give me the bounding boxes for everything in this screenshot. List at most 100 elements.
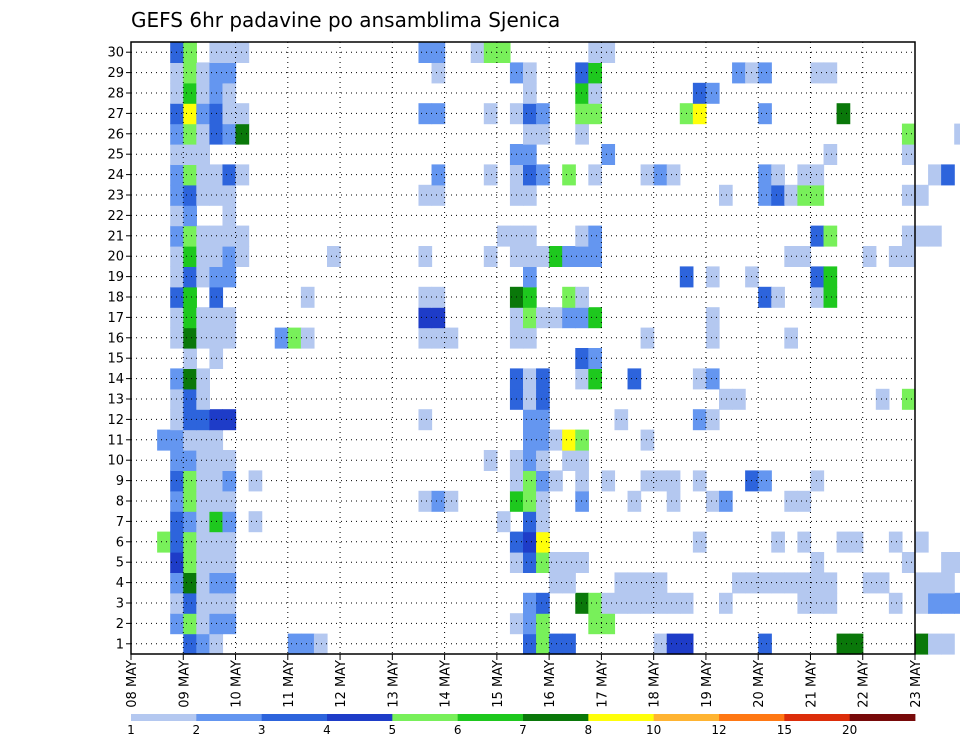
heatmap-cell [549, 470, 563, 492]
colorbar-swatch [588, 714, 655, 721]
heatmap-cell [523, 429, 537, 451]
heatmap-cell [666, 592, 681, 614]
heatmap-cell [222, 531, 237, 553]
heatmap-cell [418, 490, 433, 512]
heatmap-cell [523, 511, 537, 533]
y-tick-label: 6 [116, 535, 124, 550]
heatmap-cell [183, 592, 197, 614]
heatmap-cell [732, 388, 746, 410]
heatmap-cell [196, 62, 210, 84]
heatmap-cell [183, 103, 197, 125]
colorbar-label: 12 [711, 723, 726, 737]
x-tick-label: 11 MAY [282, 660, 297, 708]
heatmap-cell [692, 368, 707, 390]
heatmap-cell [235, 123, 250, 145]
heatmap-cell [705, 82, 720, 104]
y-tick-label: 17 [107, 311, 124, 326]
heatmap-cell [483, 103, 498, 125]
heatmap-cell [758, 184, 772, 206]
x-tick-label: 13 MAY [386, 660, 401, 708]
y-tick-label: 3 [116, 597, 124, 612]
heatmap-cell [183, 368, 197, 390]
heatmap-cell [928, 633, 942, 655]
heatmap-cell [431, 490, 446, 512]
heatmap-cell [562, 633, 576, 655]
heatmap-cell [196, 552, 210, 573]
heatmap-cell [627, 572, 642, 594]
heatmap-cell [692, 103, 707, 125]
heatmap-cell [692, 409, 707, 431]
colorbar-legend: 1 2 3 4 5 6 7 8 10 12 15 20 [127, 714, 916, 737]
heatmap-cell [588, 42, 602, 63]
heatmap-cell [588, 592, 602, 614]
heatmap-cells [157, 42, 960, 655]
colorbar-swatch [196, 714, 263, 721]
colorbar-label: 3 [258, 723, 266, 737]
heatmap-cell [183, 123, 197, 145]
heatmap-cell [222, 266, 237, 288]
heatmap-cell [536, 552, 550, 573]
heatmap-cell [523, 552, 537, 573]
heatmap-cell [915, 225, 929, 247]
heatmap-cell [719, 388, 733, 410]
heatmap-cell [588, 348, 602, 369]
heatmap-cell [183, 470, 197, 492]
heatmap-cell [536, 429, 550, 451]
heatmap-cell [888, 592, 903, 614]
heatmap-cell [196, 123, 210, 145]
heatmap-cell [170, 490, 184, 512]
heatmap-cell [549, 572, 563, 594]
heatmap-cell [183, 429, 197, 451]
heatmap-cell [183, 327, 197, 349]
heatmap-cell [170, 470, 184, 492]
heatmap-cell [170, 246, 184, 267]
heatmap-cell [705, 307, 720, 329]
heatmap-cell [810, 62, 825, 84]
heatmap-cell [196, 490, 210, 512]
heatmap-cell [810, 286, 825, 308]
heatmap-cell [823, 144, 838, 165]
heatmap-cell [222, 511, 237, 533]
heatmap-cell [549, 633, 563, 655]
heatmap-cell [196, 164, 210, 186]
heatmap-cell [640, 164, 655, 186]
heatmap-cell [653, 572, 668, 594]
heatmap-cell [562, 552, 576, 573]
heatmap-cell [523, 123, 537, 145]
heatmap-cell [692, 82, 707, 104]
heatmap-cell [797, 531, 812, 553]
heatmap-cell [183, 286, 197, 308]
heatmap-cell [588, 62, 602, 84]
y-tick-label: 18 [107, 291, 124, 306]
y-tick-label: 10 [107, 454, 124, 469]
heatmap-cell [901, 552, 916, 573]
heatmap-cell [810, 184, 825, 206]
heatmap-cell [222, 184, 237, 206]
heatmap-cell [235, 225, 250, 247]
heatmap-cell [222, 246, 237, 267]
heatmap-cell [705, 327, 720, 349]
heatmap-cell [523, 246, 537, 267]
heatmap-cell [758, 62, 772, 84]
heatmap-cell [719, 490, 733, 512]
heatmap-cell [196, 409, 210, 431]
heatmap-cell [183, 490, 197, 512]
y-tick-label: 22 [107, 209, 124, 224]
heatmap-cell [758, 572, 772, 594]
heatmap-cell [183, 552, 197, 573]
heatmap-cell [483, 450, 498, 471]
heatmap-cell [196, 266, 210, 288]
y-tick-label: 4 [116, 576, 124, 591]
heatmap-cell [170, 531, 184, 553]
heatmap-cell [418, 307, 433, 329]
heatmap-cell [562, 307, 576, 329]
heatmap-cell [719, 592, 733, 614]
heatmap-cell [418, 246, 433, 267]
heatmap-cell [300, 327, 315, 349]
y-tick-label: 21 [107, 229, 124, 244]
heatmap-cell [954, 552, 960, 573]
heatmap-cell [601, 592, 616, 614]
heatmap-cell [536, 450, 550, 471]
plot-frame [130, 41, 916, 655]
